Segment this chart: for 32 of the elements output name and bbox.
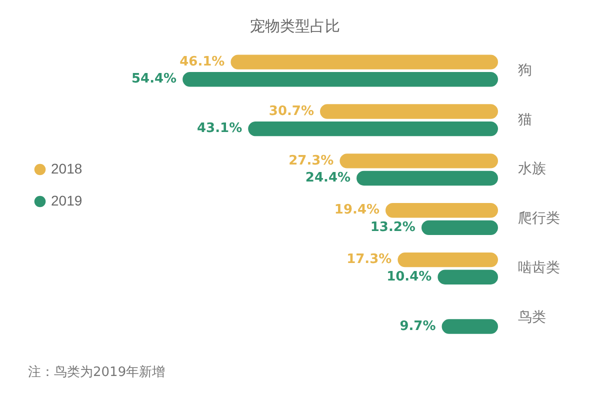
y-tick-label: 爬行类 <box>518 210 560 227</box>
bar <box>248 121 498 136</box>
y-tick-label: 啮齿类 <box>518 260 560 276</box>
data-label: 19.4% <box>334 202 380 218</box>
bar <box>438 270 498 284</box>
data-label: 30.7% <box>268 104 314 119</box>
bar <box>182 72 498 87</box>
bar <box>340 154 498 168</box>
data-label: 17.3% <box>346 252 392 268</box>
y-tick-label: 鸟类 <box>518 310 546 326</box>
bar <box>320 104 498 119</box>
bar <box>356 170 498 186</box>
legend-label: 2019 <box>51 192 82 208</box>
legend-label: 2018 <box>51 160 82 176</box>
y-tick-label: 狗 <box>518 62 532 78</box>
bar <box>442 319 498 334</box>
y-tick-label: 猫 <box>518 112 532 128</box>
data-label: 24.4% <box>305 170 351 186</box>
data-label: 9.7% <box>400 318 436 334</box>
data-label: 27.3% <box>288 153 334 168</box>
bar <box>386 203 498 218</box>
data-label: 43.1% <box>197 121 242 136</box>
bar <box>421 220 498 236</box>
data-label: 46.1% <box>180 54 225 70</box>
bar <box>398 252 498 268</box>
data-label: 10.4% <box>386 269 432 284</box>
bar <box>230 54 498 70</box>
data-label: 13.2% <box>370 220 416 236</box>
data-label: 54.4% <box>131 72 177 87</box>
text: 注：鸟类为2019年新增 <box>27 364 166 381</box>
y-tick-label: 水族 <box>518 161 546 178</box>
chart-title: 宠物类型占比 <box>250 16 340 35</box>
